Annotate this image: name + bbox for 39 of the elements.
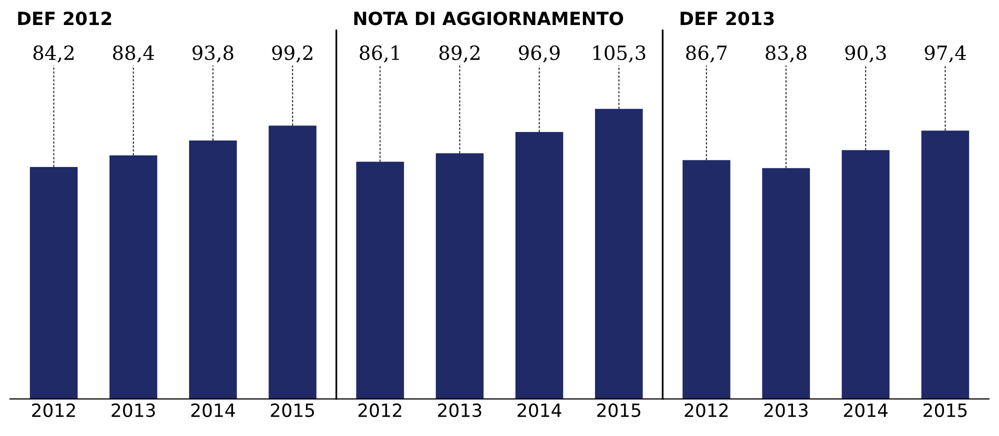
x-tick-label: 2013: [764, 403, 808, 418]
bar: [436, 153, 484, 399]
bar: [921, 130, 970, 399]
chart-title: DEF 2013: [680, 12, 774, 26]
x-tick-label: 2015: [597, 403, 640, 418]
data-label: 83,8: [766, 45, 806, 62]
x-tick-label: 2012: [358, 403, 402, 418]
bar: [109, 155, 158, 399]
bar: [268, 126, 316, 399]
bar: [682, 160, 730, 399]
bar: [356, 162, 404, 399]
data-label: 86,7: [686, 45, 727, 62]
bar: [515, 132, 564, 399]
data-label: 96,9: [518, 45, 560, 62]
bar: [595, 108, 643, 399]
chart-title: DEF 2012: [18, 12, 112, 26]
data-label: 84,2: [33, 45, 74, 62]
data-label: 97,4: [924, 45, 966, 62]
data-label: 86,1: [360, 45, 399, 62]
x-tick-label: 2014: [518, 403, 562, 418]
x-tick-label: 2014: [844, 403, 888, 418]
bar: [842, 150, 890, 399]
data-label: 99,2: [272, 45, 312, 62]
bar: [189, 140, 237, 399]
data-label: 88,4: [113, 45, 154, 62]
x-tick-label: 2013: [438, 403, 482, 418]
x-tick-label: 2014: [191, 403, 235, 418]
x-tick-label: 2012: [684, 403, 728, 418]
x-tick-label: 2012: [32, 403, 75, 418]
data-label: 105,3: [593, 45, 646, 62]
data-label: 93,8: [192, 45, 234, 62]
x-tick-label: 2015: [924, 403, 967, 418]
data-label: 90,3: [845, 45, 886, 62]
data-label: 89,2: [439, 45, 480, 62]
x-tick-label: 2013: [112, 403, 155, 418]
bar: [762, 168, 810, 399]
bar: [30, 166, 78, 399]
x-tick-label: 2015: [270, 403, 314, 418]
chart-title: NOTA DI AGGIORNAMENTO: [354, 12, 624, 26]
